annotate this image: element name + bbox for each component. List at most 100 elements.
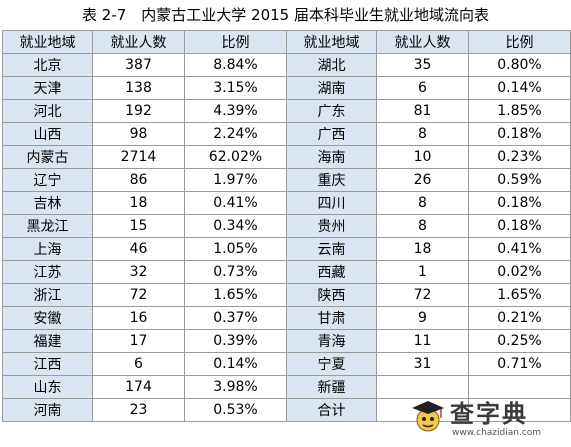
region-cell: 海南 [286, 145, 377, 169]
table-row: 浙江 72 1.65% 陕西 72 1.65% [2, 283, 571, 307]
region-cell: 西藏 [286, 260, 377, 284]
count-cell: 8 [376, 214, 469, 238]
count-cell: 86 [92, 168, 185, 192]
region-cell: 青海 [286, 329, 377, 353]
table-row: 江苏 32 0.73% 西藏 1 0.02% [2, 260, 571, 284]
header-region-right: 就业地域 [286, 30, 377, 54]
pct-cell: 0.18% [468, 191, 571, 215]
header-region-left: 就业地域 [2, 30, 93, 54]
region-cell: 黑龙江 [2, 214, 93, 238]
region-cell: 辽宁 [2, 168, 93, 192]
pct-cell: 0.23% [468, 145, 571, 169]
region-cell: 内蒙古 [2, 145, 93, 169]
count-cell: 6 [92, 352, 185, 376]
pct-cell: 0.18% [468, 214, 571, 238]
graduation-cap-icon [412, 401, 444, 432]
header-count-right: 就业人数 [376, 30, 469, 54]
pct-cell: 62.02% [184, 145, 287, 169]
pct-cell: 3.15% [184, 76, 287, 100]
pct-cell: 4.39% [184, 99, 287, 123]
region-cell: 新疆 [286, 375, 377, 399]
region-cell: 山西 [2, 122, 93, 146]
pct-cell [468, 398, 571, 422]
count-cell: 15 [92, 214, 185, 238]
count-cell: 16 [92, 306, 185, 330]
count-cell: 138 [92, 76, 185, 100]
region-cell: 河南 [2, 398, 93, 422]
header-pct-left: 比例 [184, 30, 287, 54]
pct-cell: 0.34% [184, 214, 287, 238]
region-cell: 山东 [2, 375, 93, 399]
table-row: 吉林 18 0.41% 四川 8 0.18% [2, 191, 571, 215]
pct-cell: 0.73% [184, 260, 287, 284]
table-row: 山东 174 3.98% 新疆 [2, 375, 571, 399]
region-cell: 北京 [2, 53, 93, 77]
watermark-url: www.chazidian.com [452, 428, 542, 438]
count-cell: 23 [92, 398, 185, 422]
count-cell: 32 [92, 260, 185, 284]
pct-cell: 8.84% [184, 53, 287, 77]
table-row: 内蒙古 2714 62.02% 海南 10 0.23% [2, 145, 571, 169]
pct-cell: 0.59% [468, 168, 571, 192]
table-row: 河北 192 4.39% 广东 81 1.85% [2, 99, 571, 123]
table-row: 福建 17 0.39% 青海 11 0.25% [2, 329, 571, 353]
count-cell: 11 [376, 329, 469, 353]
region-cell: 广东 [286, 99, 377, 123]
pct-cell: 1.97% [184, 168, 287, 192]
region-cell: 重庆 [286, 168, 377, 192]
region-cell: 安徽 [2, 306, 93, 330]
pct-cell: 2.24% [184, 122, 287, 146]
region-cell: 河北 [2, 99, 93, 123]
count-cell: 8 [376, 122, 469, 146]
pct-cell: 0.02% [468, 260, 571, 284]
count-cell: 387 [92, 53, 185, 77]
region-cell: 湖北 [286, 53, 377, 77]
count-cell: 2714 [92, 145, 185, 169]
count-cell: 26 [376, 168, 469, 192]
count-cell: 18 [376, 237, 469, 261]
pct-cell: 0.53% [184, 398, 287, 422]
region-cell: 湖南 [286, 76, 377, 100]
table-row: 河南 23 0.53% 合计 [2, 398, 571, 422]
region-cell: 江苏 [2, 260, 93, 284]
pct-cell: 0.71% [468, 352, 571, 376]
region-cell: 广西 [286, 122, 377, 146]
count-cell: 9 [376, 306, 469, 330]
table-title: 表 2-7 内蒙古工业大学 2015 届本科毕业生就业地域流向表 [82, 6, 489, 24]
count-cell: 10 [376, 145, 469, 169]
count-cell: 8 [376, 191, 469, 215]
pct-cell: 1.85% [468, 99, 571, 123]
pct-cell: 0.18% [468, 122, 571, 146]
count-cell: 35 [376, 53, 469, 77]
watermark-title: 查字典 [450, 399, 528, 428]
region-cell: 浙江 [2, 283, 93, 307]
table-header-row: 就业地域 就业人数 比例 就业地域 就业人数 比例 [2, 30, 571, 54]
pct-cell: 0.41% [468, 237, 571, 261]
region-cell: 四川 [286, 191, 377, 215]
count-cell: 81 [376, 99, 469, 123]
count-cell: 98 [92, 122, 185, 146]
table-row: 天津 138 3.15% 湖南 6 0.14% [2, 76, 571, 100]
pct-cell: 0.80% [468, 53, 571, 77]
pct-cell: 0.14% [468, 76, 571, 100]
pct-cell: 0.39% [184, 329, 287, 353]
pct-cell: 0.14% [184, 352, 287, 376]
count-cell: 18 [92, 191, 185, 215]
employment-region-table: 就业地域 就业人数 比例 就业地域 就业人数 比例 北京 387 8.84% 湖北 35… [2, 30, 571, 422]
count-cell: 6 [376, 76, 469, 100]
count-cell: 192 [92, 99, 185, 123]
count-cell: 72 [92, 283, 185, 307]
table-row: 北京 387 8.84% 湖北 35 0.80% [2, 53, 571, 77]
count-cell: 17 [92, 329, 185, 353]
region-cell: 贵州 [286, 214, 377, 238]
region-cell: 宁夏 [286, 352, 377, 376]
pct-cell: 1.05% [184, 237, 287, 261]
count-cell: 1 [376, 260, 469, 284]
table-row: 山西 98 2.24% 广西 8 0.18% [2, 122, 571, 146]
count-cell [376, 375, 469, 399]
pct-cell: 1.65% [468, 283, 571, 307]
header-pct-right: 比例 [468, 30, 571, 54]
chazidian-watermark: 查字典 www.chazidian.com [408, 392, 568, 444]
region-cell: 江西 [2, 352, 93, 376]
count-cell: 31 [376, 352, 469, 376]
